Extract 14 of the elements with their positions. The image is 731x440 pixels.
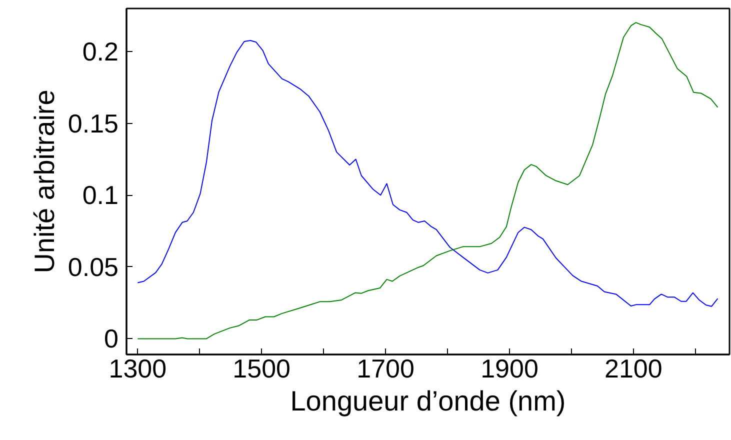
x-tick-label: 1300 bbox=[108, 354, 167, 384]
line-series bbox=[137, 40, 718, 307]
x-tick-label: 1900 bbox=[480, 354, 538, 384]
x-tick-label: 1700 bbox=[356, 354, 414, 384]
y-tick-label: 0.05 bbox=[68, 252, 119, 282]
x-tick-label: 2100 bbox=[604, 354, 662, 384]
line-series bbox=[137, 22, 718, 340]
y-tick-label: 0.2 bbox=[82, 36, 119, 67]
x-axis-title: Longueur d’onde (nm) bbox=[290, 386, 566, 416]
y-axis-title: Unité arbitraire bbox=[28, 90, 60, 274]
y-tick-label: 0.15 bbox=[68, 108, 119, 138]
y-tick-label: 0.1 bbox=[82, 180, 119, 210]
y-tick-label: 0 bbox=[104, 324, 119, 354]
x-tick-label: 1500 bbox=[232, 354, 291, 384]
